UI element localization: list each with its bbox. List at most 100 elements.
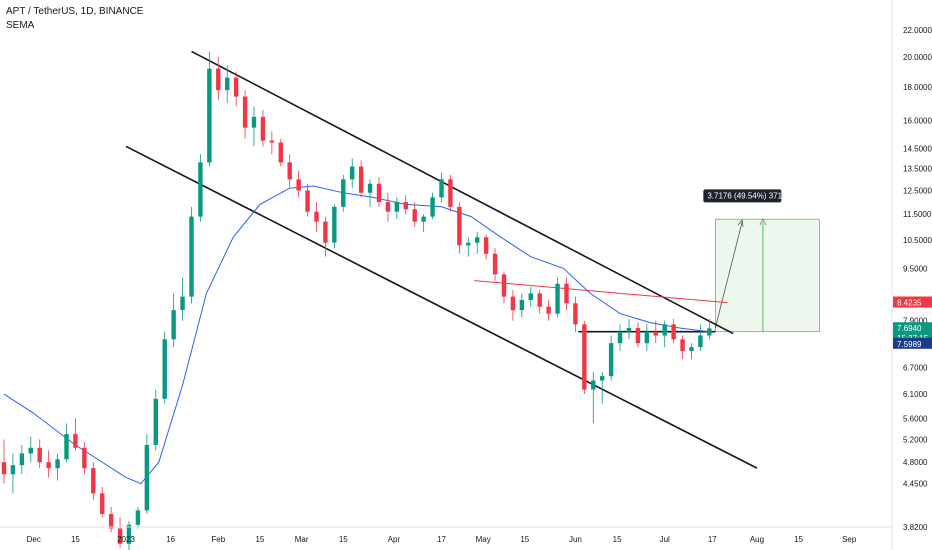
candle [260,109,266,147]
candle-body [617,331,623,344]
candles-layer [1,51,712,550]
candle-body [430,197,435,217]
candle-body [135,510,141,525]
y-tick-label: 13.5000 [903,165,932,174]
candle-body [332,206,337,243]
price-tag-label: 7.5989 [897,340,922,349]
candle [332,204,337,249]
price-tag [893,337,932,349]
x-tick-label: Jul [660,535,670,544]
x-tick-label: 15 [794,535,803,544]
y-tick-label: 22.0000 [903,26,932,35]
candle-body [608,343,614,377]
candle [233,71,239,107]
candle [162,331,167,404]
candle [564,277,569,311]
candle [430,192,435,220]
x-tick-label: Sep [842,535,857,544]
candle [100,486,105,518]
x-tick-label: 15 [613,535,622,544]
candle [171,293,176,348]
candle [251,106,257,147]
candle-body [680,339,685,352]
x-tick-label: 16 [166,535,175,544]
candle [662,320,667,348]
measure-label-box [703,189,782,203]
candle-body [662,324,667,336]
candle-body [537,293,542,307]
x-tick-label: Apr [388,535,401,544]
candle [180,277,185,321]
candle [144,434,150,514]
candle [19,444,25,475]
candle [117,517,123,548]
candle-body [510,296,516,311]
candle-body [564,283,569,304]
projection-arrow-head [737,219,744,228]
candle [305,183,310,217]
candle [510,290,516,321]
candle-body [162,339,167,399]
candle [350,158,355,189]
candle-body [546,306,551,314]
candle-body [457,206,462,246]
candle-body [278,142,283,163]
x-tick-label: Mar [295,535,309,544]
candle-body [323,221,328,243]
drawing-layer [125,50,758,469]
candle [555,277,560,318]
candle-body [421,216,426,222]
price-tag-label: 7.6940 [897,324,922,333]
candle-body [591,380,596,390]
chart-title: APT / TetherUS, 1D, BINANCE [6,6,144,17]
candle-body [707,328,712,336]
candle [591,371,596,424]
x-tick-label: May [476,535,491,544]
candle-body [466,242,471,246]
price-tag-label: 8.4235 [897,299,922,308]
y-tick-label: 16.0000 [903,116,932,125]
candle [689,343,694,360]
candle [457,202,462,254]
candle-body [376,183,382,203]
candle [314,202,319,232]
candle-body [28,447,33,454]
candle [394,197,400,220]
ema-line [3,185,710,485]
y-tick-label: 5.6000 [903,414,928,423]
candle [385,192,391,222]
candle-body [287,162,292,180]
candle [278,138,283,167]
candle-body [269,140,275,143]
candle-body [260,116,266,141]
candle [126,521,132,550]
candle [519,293,525,318]
candle-body [573,303,578,325]
candle-body [626,328,632,332]
y-tick-label: 7.9000 [903,317,928,326]
x-tick-label: 15 [339,535,348,544]
candle-body [37,447,42,463]
candle [10,453,16,494]
candle [216,57,221,100]
candle [492,248,498,281]
y-tick-label: 9.5000 [903,264,928,273]
candle [242,90,248,139]
resistance-line [474,280,728,304]
candle-body [305,190,310,212]
candle [653,320,658,344]
candle [582,320,587,395]
candle-body [64,434,69,460]
candle-body [207,68,212,163]
x-tick-label: 15 [255,535,264,544]
candle-body [671,324,676,340]
candle [483,234,489,260]
candle [644,324,650,352]
candle [599,371,605,404]
candle [1,439,7,484]
candle-body [46,462,51,469]
candle [501,271,507,304]
candle [73,418,78,451]
indicator-label: SEMA [6,20,35,31]
